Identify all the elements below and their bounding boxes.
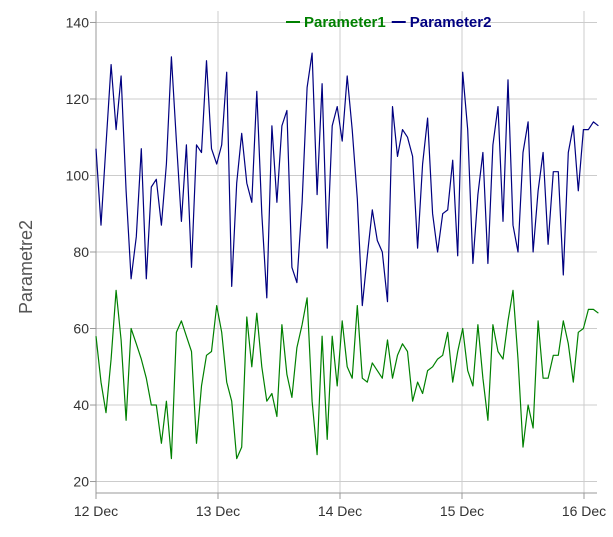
- y-tick-label: 120: [66, 91, 90, 107]
- x-tick-label: 12 Dec: [74, 503, 118, 519]
- x-tick-label: 13 Dec: [196, 503, 240, 519]
- y-tick-label: 20: [73, 474, 89, 490]
- series-lines: [95, 52, 599, 460]
- tick-labels: 20 40 60 80 100 120 140 12 Dec 13 Dec 14 Dec 15 De…: [66, 14, 607, 519]
- x-tick-label: 14 Dec: [318, 503, 362, 519]
- axes: [90, 11, 597, 499]
- x-tick-label: 15 Dec: [440, 503, 484, 519]
- legend: Parameter1 Parameter2: [286, 14, 491, 31]
- y-axis-title: Parametre2: [16, 220, 36, 314]
- legend-label-parameter1: Parameter1: [304, 14, 386, 31]
- series-line-parameter1: [95, 289, 599, 460]
- y-tick-label: 100: [66, 167, 90, 183]
- y-tick-label: 60: [73, 321, 89, 337]
- y-tick-label: 80: [73, 244, 89, 260]
- y-tick-label: 40: [73, 397, 89, 413]
- legend-label-parameter2: Parameter2: [410, 14, 492, 31]
- x-tick-label: 16 Dec: [562, 503, 606, 519]
- series-line-parameter2: [95, 52, 599, 307]
- y-tick-label: 140: [66, 14, 90, 30]
